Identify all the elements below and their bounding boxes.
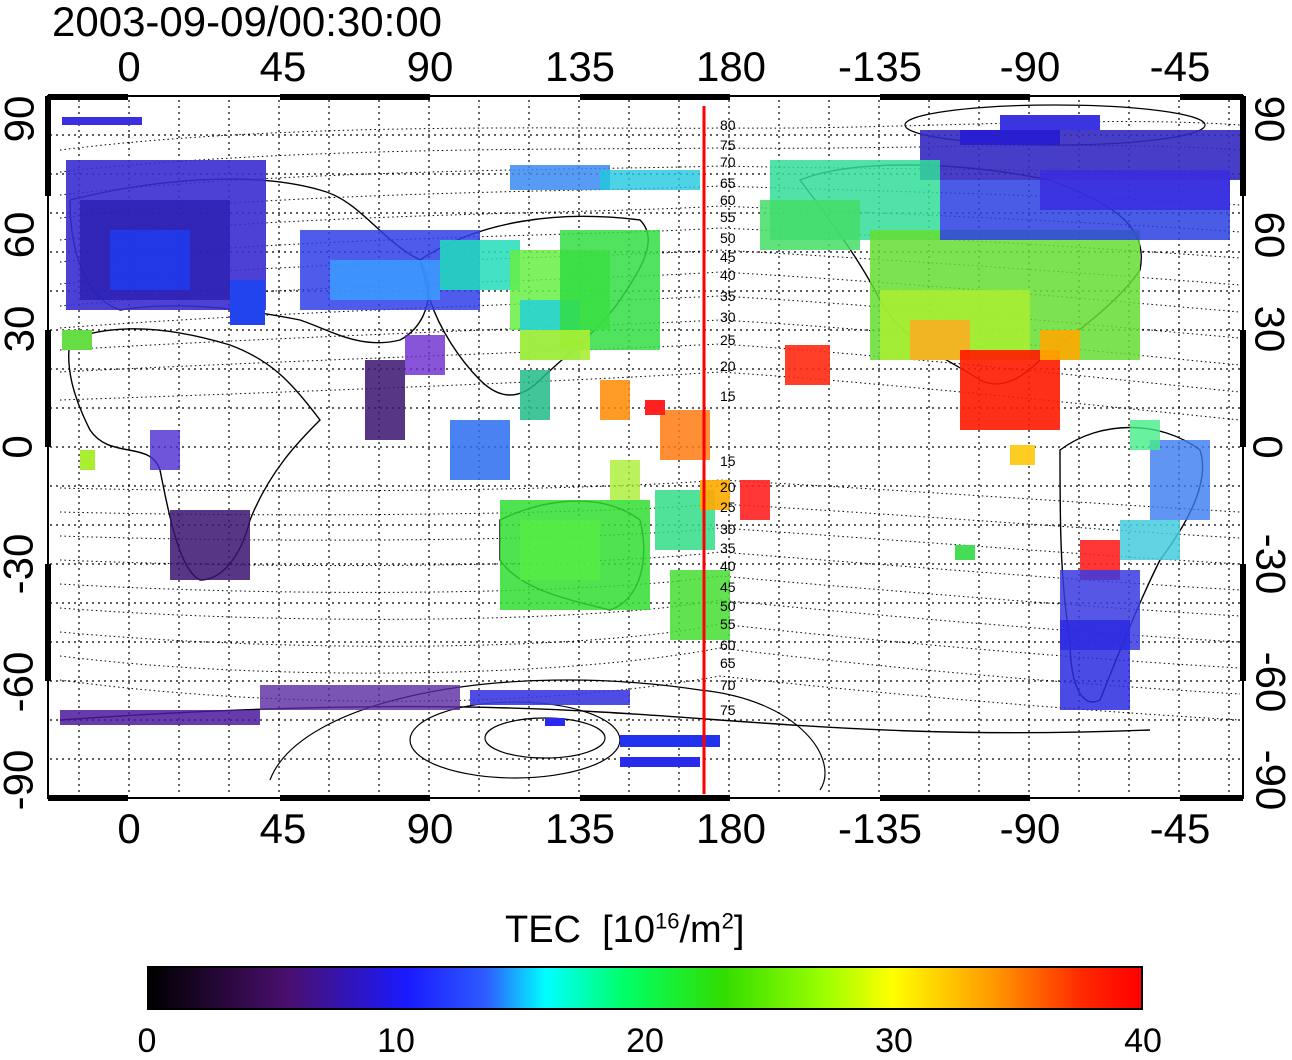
contour-label-north-7: 45 [720,249,736,265]
contour-label-south-6: 45 [720,579,736,595]
colorbar-tick-3: 30 [875,1022,913,1060]
contour-labels-south: 15 20 25 30 35 40 45 50 55 60 65 70 75 [720,453,736,718]
right-tick-1: 60 [1246,211,1292,259]
contour-label-south-5: 40 [720,558,736,574]
left-tick-3: 0 [0,435,41,458]
right-tick-2: 30 [1246,305,1292,353]
bottom-tick-6: -90 [999,805,1061,852]
contour-label-south-2: 25 [720,499,736,515]
contour-label-south-4: 35 [720,540,736,556]
colorbar-unit-prefix: [10 [602,909,655,951]
right-tick-4: -30 [1247,533,1292,595]
colorbar-unit-exp2: 2 [721,908,734,934]
contour-label-north-4: 60 [720,192,736,208]
bottom-tick-3: 135 [544,805,616,852]
contour-label-south-11: 70 [720,677,736,693]
contour-label-north-6: 50 [720,230,736,246]
colorbar-label: TEC [505,909,581,951]
bottom-tick-4: 180 [695,805,767,852]
top-tick-2: 90 [406,43,454,90]
colorbar-unit-mid: /m [679,909,722,951]
right-tick-6: -90 [1247,749,1292,811]
contour-label-north-11: 25 [720,332,736,348]
colorbar-tick-2: 20 [626,1022,664,1060]
bottom-tick-1: 45 [259,805,307,852]
contour-label-south-9: 60 [720,637,736,653]
contour-label-north-1: 75 [720,137,736,153]
top-tick-5: -135 [837,43,923,90]
tec-observations [60,115,1240,767]
left-tick-2: 30 [0,305,43,353]
bottom-tick-2: 90 [406,805,454,852]
frame-bars [45,94,1246,801]
left-tick-0: 90 [0,95,43,143]
right-tick-3: 0 [1244,435,1292,459]
top-tick-0: 0 [117,43,141,90]
contour-label-south-1: 20 [720,479,736,495]
right-tick-5: -60 [1247,651,1292,713]
top-tick-4: 180 [695,43,767,90]
contour-label-north-12: 20 [720,358,736,374]
contour-label-south-10: 65 [720,655,736,671]
contour-label-north-2: 70 [720,154,736,170]
contour-label-north-10: 30 [720,309,736,325]
colorbar-tick-0: 0 [137,1022,157,1060]
left-tick-1: 60 [0,211,43,259]
map-title: 2003-09-09/00:30:00 [52,0,442,45]
top-tick-7: -45 [1149,43,1211,90]
colorbar-unit-exp: 16 [654,908,680,934]
contour-label-south-3: 30 [720,521,736,537]
top-tick-3: 135 [544,43,616,90]
left-tick-5: -60 [0,651,42,713]
colorbar-title: TEC [1016/m2] [505,908,744,952]
colorbar-tick-4: 40 [1124,1022,1162,1060]
contour-label-south-12: 75 [720,702,736,718]
contour-label-south-8: 55 [720,616,736,632]
contour-label-north-0: 80 [720,117,736,133]
contour-label-south-7: 50 [720,598,736,614]
left-tick-4: -30 [0,533,42,595]
bottom-tick-0: 0 [117,805,141,852]
contour-label-north-13: 15 [720,388,736,404]
contour-label-north-3: 65 [720,175,736,191]
colorbar [147,966,1143,1010]
colorbar-unit-suffix: ] [733,909,745,951]
contour-label-south-0: 15 [720,453,736,469]
bottom-tick-5: -135 [837,805,923,852]
contour-label-north-9: 35 [720,288,736,304]
right-tick-0: 90 [1246,95,1292,143]
top-tick-6: -90 [999,43,1061,90]
colorbar-tick-1: 10 [377,1022,415,1060]
top-tick-1: 45 [259,43,307,90]
contour-label-north-8: 40 [720,267,736,283]
contour-label-north-5: 55 [720,209,736,225]
bottom-tick-7: -45 [1149,805,1211,852]
left-tick-6: -90 [0,749,42,811]
